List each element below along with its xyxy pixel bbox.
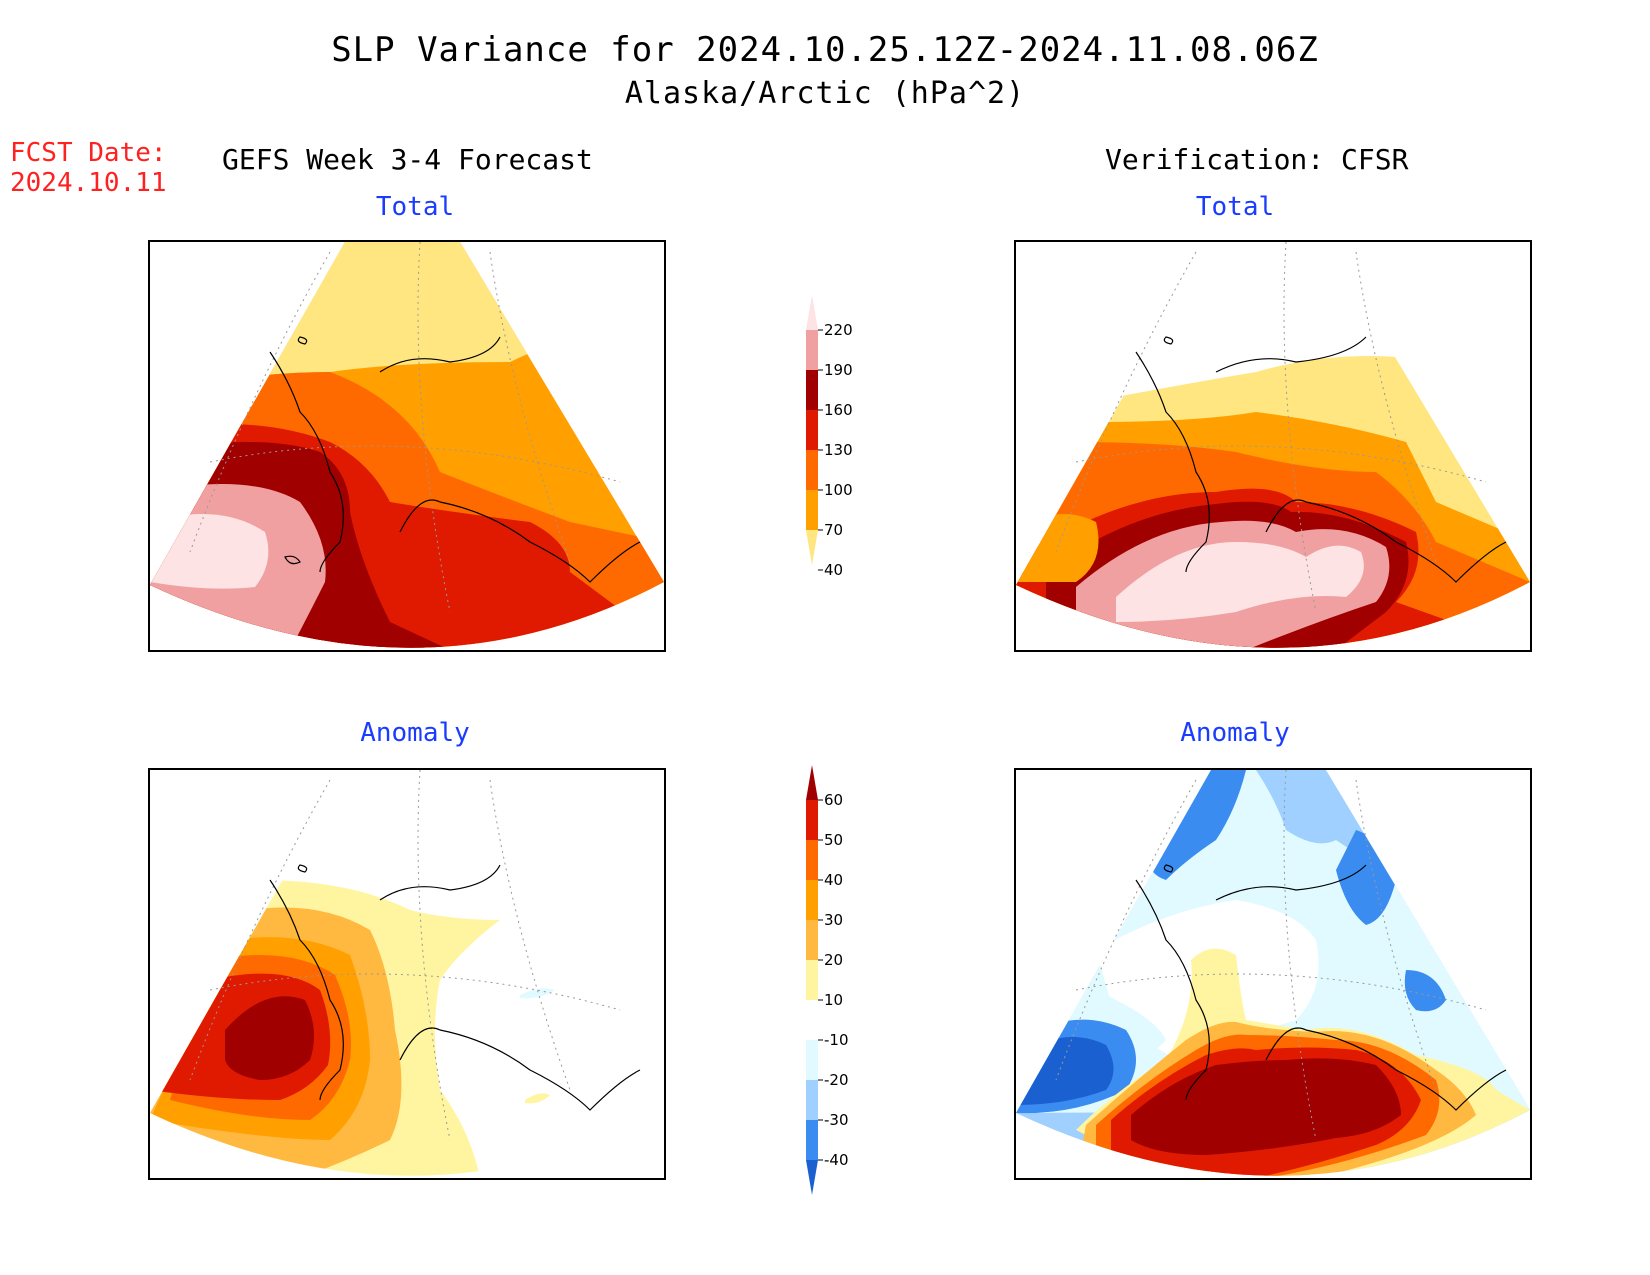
main-title: SLP Variance for 2024.10.25.12Z-2024.11.… (331, 30, 1319, 70)
colorbar-label: 100 (824, 481, 853, 499)
verification-anomaly-title: Anomaly (1180, 718, 1290, 748)
forecast-total-map-svg (150, 242, 664, 648)
colorbar-label: 160 (824, 401, 853, 419)
colorbar-swatch (806, 920, 818, 960)
colorbar-swatch (806, 410, 818, 450)
verification-total-map-svg (1016, 242, 1530, 648)
total-colorbar-svg (806, 295, 823, 571)
colorbar-swatch (806, 800, 818, 840)
fcst-date-label: FCST Date: (10, 138, 167, 168)
colorbar-swatch (806, 295, 818, 330)
colorbar-label: 30 (824, 911, 844, 929)
verification-anomaly-map-svg (1016, 770, 1530, 1176)
colorbar-label: 10 (824, 991, 844, 1009)
colorbar-label: -10 (824, 1031, 849, 1049)
colorbar-swatch (806, 1000, 818, 1040)
colorbar-label: 190 (824, 361, 853, 379)
colorbar-swatch (806, 765, 818, 800)
colorbar-label: 220 (824, 321, 853, 339)
forecast-anomaly-map (148, 768, 666, 1180)
colorbar-swatch (806, 490, 818, 530)
colorbar-label: -20 (824, 1071, 849, 1089)
forecast-anomaly-title: Anomaly (360, 718, 470, 748)
colorbar-swatch (806, 530, 818, 565)
colorbar-swatch (806, 960, 818, 1000)
colorbar-label: 50 (824, 831, 844, 849)
colorbar-label: 20 (824, 951, 844, 969)
verification-anomaly-map (1014, 768, 1532, 1180)
colorbar-swatch (806, 880, 818, 920)
forecast-total-map (148, 240, 666, 652)
colorbar-label: -30 (824, 1111, 849, 1129)
fcst-date-value: 2024.10.11 (10, 168, 167, 198)
total-colorbar: 220 190 160 130 100 70 40 (800, 285, 880, 615)
colorbar-label: 70 (824, 521, 844, 539)
colorbar-label: -40 (824, 1151, 849, 1169)
colorbar-swatch (806, 1040, 818, 1080)
fcst-date: FCST Date: 2024.10.11 (10, 138, 167, 198)
anomaly-colorbar-svg (806, 765, 823, 1195)
verification-column-title: Verification: CFSR (1105, 143, 1409, 176)
forecast-column-title: GEFS Week 3-4 Forecast (222, 143, 593, 176)
colorbar-swatch (806, 450, 818, 490)
main-subtitle: Alaska/Arctic (hPa^2) (624, 76, 1026, 111)
colorbar-swatch (806, 1160, 818, 1195)
colorbar-swatch (806, 1080, 818, 1120)
colorbar-label: 40 (824, 871, 844, 889)
colorbar-label: 40 (824, 561, 844, 579)
colorbar-swatch (806, 840, 818, 880)
colorbar-swatch (806, 330, 818, 370)
colorbar-swatch (806, 1120, 818, 1160)
verification-total-map (1014, 240, 1532, 652)
colorbar-swatch (806, 370, 818, 410)
anomaly-colorbar: 60 50 40 30 20 10 -10 -20 -30 -40 (800, 758, 880, 1208)
colorbar-label: 130 (824, 441, 853, 459)
forecast-anomaly-map-svg (150, 770, 664, 1176)
colorbar-label: 60 (824, 791, 844, 809)
verification-total-title: Total (1195, 192, 1275, 222)
forecast-total-title: Total (375, 192, 455, 222)
